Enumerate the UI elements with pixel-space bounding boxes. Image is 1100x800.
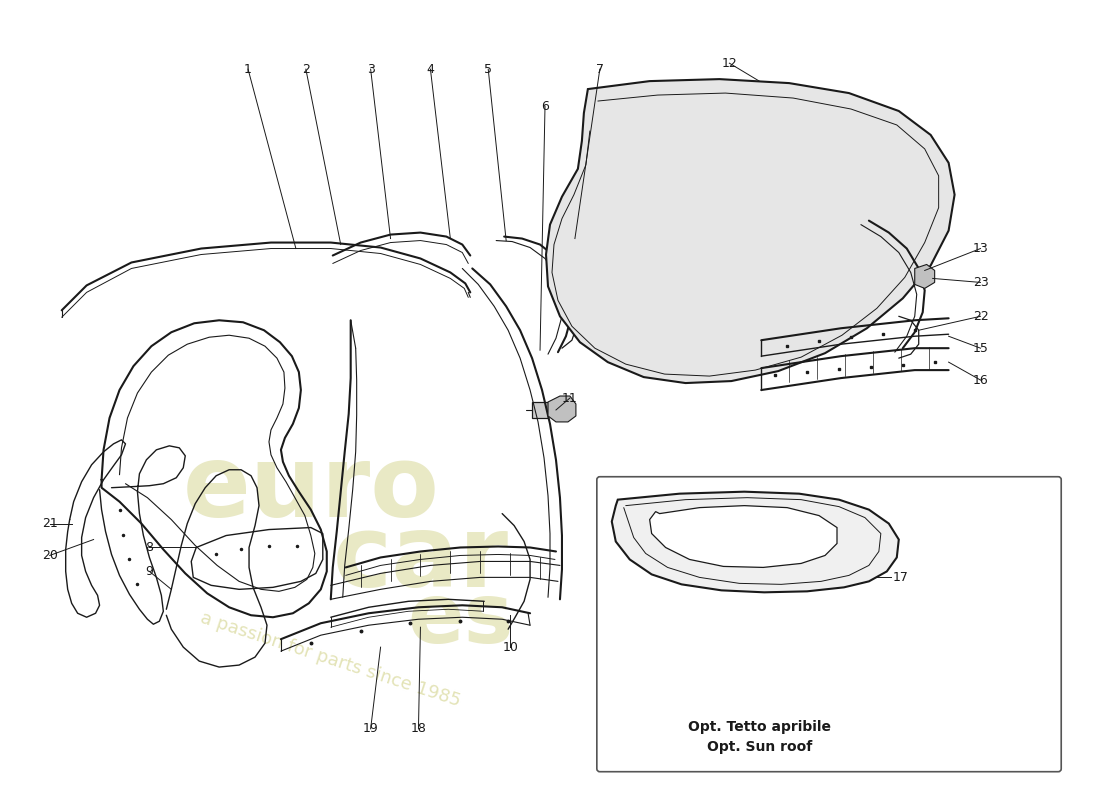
Polygon shape <box>532 402 548 418</box>
Text: 15: 15 <box>972 342 989 354</box>
Text: 2: 2 <box>301 62 310 76</box>
Text: 10: 10 <box>503 641 518 654</box>
Text: 21: 21 <box>42 517 57 530</box>
Text: Opt. Tetto apribile: Opt. Tetto apribile <box>688 720 830 734</box>
Text: es: es <box>407 578 514 660</box>
FancyBboxPatch shape <box>597 477 1062 772</box>
Text: 12: 12 <box>722 57 737 70</box>
Text: 3: 3 <box>366 62 375 76</box>
Polygon shape <box>650 506 837 567</box>
Text: 1: 1 <box>244 62 252 76</box>
Text: 8: 8 <box>145 541 153 554</box>
Polygon shape <box>546 79 955 383</box>
Text: euro: euro <box>183 441 439 538</box>
Text: 22: 22 <box>972 310 989 322</box>
Text: car: car <box>332 511 508 608</box>
Text: 20: 20 <box>42 549 57 562</box>
Text: 13: 13 <box>972 242 989 255</box>
Text: 4: 4 <box>427 62 434 76</box>
Text: euro
car
es: euro car es <box>755 121 883 280</box>
Polygon shape <box>548 396 576 422</box>
Polygon shape <box>612 492 899 592</box>
Text: 16: 16 <box>972 374 989 386</box>
Text: 19: 19 <box>363 722 378 735</box>
Text: a passion for parts since 1985: a passion for parts since 1985 <box>198 609 463 710</box>
Text: 5: 5 <box>484 62 492 76</box>
Text: 23: 23 <box>972 276 989 289</box>
Text: Opt. Sun roof: Opt. Sun roof <box>706 740 812 754</box>
Text: 17: 17 <box>893 571 909 584</box>
Text: 7: 7 <box>596 62 604 76</box>
Text: 9: 9 <box>145 565 153 578</box>
Text: 18: 18 <box>410 722 427 735</box>
Polygon shape <box>915 265 935 288</box>
Text: 11: 11 <box>562 391 578 405</box>
Text: 1985: 1985 <box>844 256 893 275</box>
Text: 6: 6 <box>541 99 549 113</box>
